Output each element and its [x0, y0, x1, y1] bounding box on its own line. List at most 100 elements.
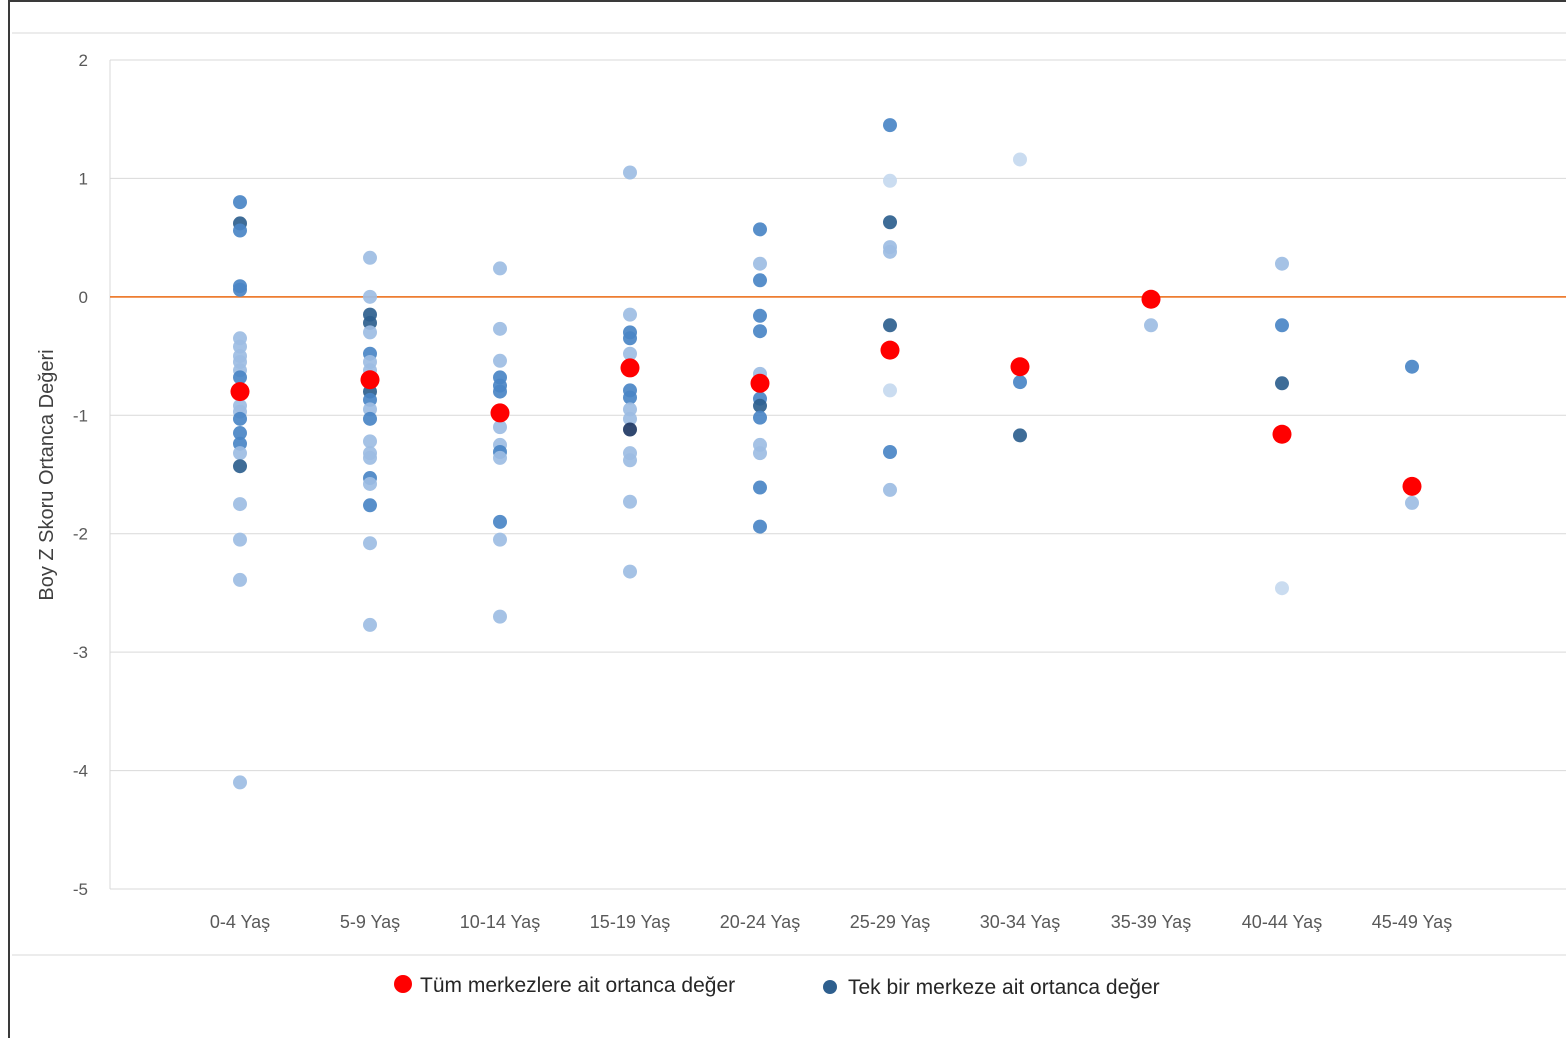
center-point — [363, 450, 377, 465]
x-tick-label: 15-19 Yaş — [590, 912, 670, 932]
x-tick-label: 5-9 Yaş — [340, 912, 400, 932]
center-point — [753, 398, 767, 413]
legend-label-overall: Tüm merkezlere ait ortanca değer — [420, 974, 735, 997]
center-point — [233, 370, 247, 385]
legend: Tüm merkezlere ait ortanca değer Tek bir… — [394, 974, 1160, 999]
overall-point — [490, 403, 510, 423]
x-tick-label: 45-49 Yaş — [1372, 912, 1452, 932]
center-point — [233, 411, 247, 426]
center-point — [1275, 318, 1289, 333]
overall-point — [1141, 289, 1161, 309]
center-point — [233, 572, 247, 587]
center-point — [1405, 359, 1419, 374]
center-point — [883, 482, 897, 497]
center-point — [233, 459, 247, 474]
center-point — [233, 532, 247, 547]
x-tick-label: 40-44 Yaş — [1242, 912, 1322, 932]
center-point — [1275, 256, 1289, 271]
y-tick-label: 2 — [79, 51, 88, 70]
center-point — [623, 165, 637, 180]
center-point — [493, 353, 507, 368]
center-point — [493, 420, 507, 435]
overall-point — [1402, 476, 1422, 496]
center-point — [623, 307, 637, 322]
center-point — [493, 532, 507, 547]
center-point — [883, 444, 897, 459]
center-point — [753, 324, 767, 339]
center-point — [493, 261, 507, 276]
center-point — [1405, 495, 1419, 510]
overall-point — [880, 340, 900, 360]
center-point — [753, 308, 767, 323]
center-point — [363, 411, 377, 426]
y-tick-label: -5 — [73, 880, 88, 899]
y-tick-label: -2 — [73, 525, 88, 544]
y-axis-label: Boy Z Skoru Ortanca Değeri — [36, 349, 58, 600]
overall-point — [620, 358, 640, 378]
legend-marker-center — [823, 980, 837, 994]
x-tick-label: 20-24 Yaş — [720, 912, 800, 932]
center-point — [1275, 376, 1289, 391]
center-point — [623, 453, 637, 468]
center-point — [363, 250, 377, 265]
overall-point — [750, 373, 770, 393]
y-axis: 2 1 0 -1 -2 -3 -4 -5 — [73, 51, 88, 899]
center-point — [753, 410, 767, 425]
x-tick-label: 0-4 Yaş — [210, 912, 270, 932]
x-axis: 0-4 Yaş 5-9 Yaş 10-14 Yaş 15-19 Yaş 20-24 Ya… — [210, 912, 1452, 932]
center-point — [753, 222, 767, 237]
center-point — [753, 519, 767, 534]
y-tick-label: 1 — [79, 169, 88, 188]
center-point — [883, 215, 897, 230]
center-point — [623, 494, 637, 509]
center-point — [623, 390, 637, 405]
center-point — [233, 195, 247, 210]
center-point — [883, 318, 897, 333]
center-point — [363, 536, 377, 551]
overall-point — [360, 370, 380, 390]
y-tick-label: -1 — [73, 406, 88, 425]
center-point — [363, 617, 377, 632]
center-point — [623, 564, 637, 579]
overall-point — [1272, 424, 1292, 444]
overall-median-points — [230, 289, 1422, 496]
center-point — [623, 331, 637, 346]
overall-point — [1010, 357, 1030, 377]
center-point — [883, 244, 897, 259]
center-point — [493, 384, 507, 399]
center-point — [493, 450, 507, 465]
center-point — [623, 346, 637, 361]
center-point — [623, 422, 637, 437]
center-point — [883, 118, 897, 133]
center-point — [753, 256, 767, 271]
center-point — [363, 476, 377, 491]
center-point — [363, 325, 377, 340]
center-point — [623, 411, 637, 426]
center-point — [363, 289, 377, 304]
overall-point — [230, 382, 250, 402]
center-point — [233, 282, 247, 297]
center-point — [493, 609, 507, 624]
center-point — [753, 480, 767, 495]
center-point — [753, 446, 767, 461]
center-point — [233, 446, 247, 461]
gridlines — [109, 59, 1566, 890]
center-point — [233, 497, 247, 512]
y-tick-label: -3 — [73, 643, 88, 662]
center-point — [1013, 152, 1027, 167]
center-point — [233, 223, 247, 238]
x-tick-label: 25-29 Yaş — [850, 912, 930, 932]
center-point — [883, 173, 897, 188]
center-point — [1013, 375, 1027, 390]
legend-label-center: Tek bir merkeze ait ortanca değer — [848, 976, 1160, 999]
center-point — [363, 498, 377, 513]
x-tick-label: 35-39 Yaş — [1111, 912, 1191, 932]
center-point — [233, 775, 247, 790]
center-point — [363, 434, 377, 449]
center-point — [883, 383, 897, 398]
chart-frame — [8, 0, 1566, 1038]
center-median-points — [233, 118, 1419, 790]
center-point — [233, 426, 247, 441]
x-tick-label: 30-34 Yaş — [980, 912, 1060, 932]
